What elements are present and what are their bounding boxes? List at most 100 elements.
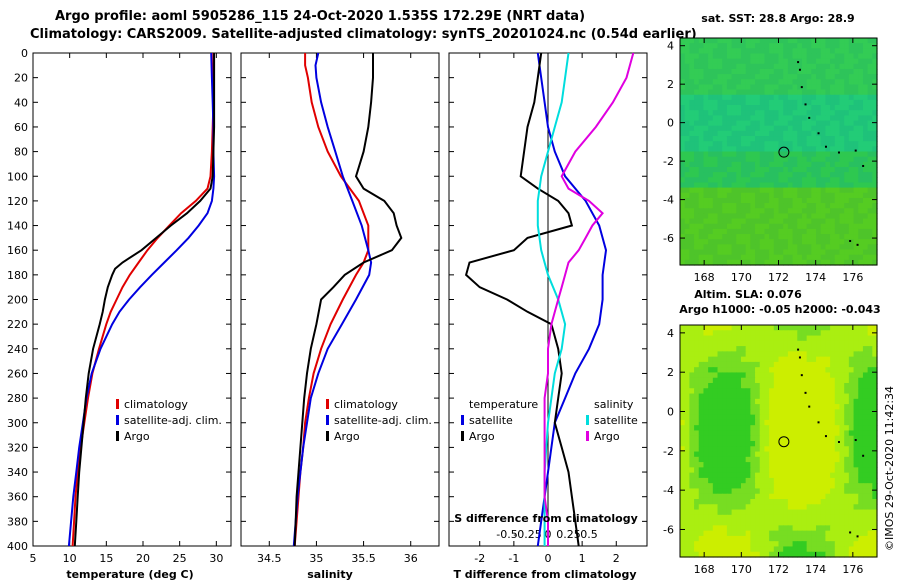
map-cell xyxy=(722,367,728,374)
map-cell xyxy=(797,53,803,60)
map-cell xyxy=(801,541,808,548)
map-cell xyxy=(858,94,864,101)
map-cell xyxy=(684,79,690,86)
map-cell xyxy=(773,125,780,132)
map-cell xyxy=(839,535,845,542)
map-cell xyxy=(834,136,841,142)
map-cell xyxy=(694,535,700,542)
map-cell xyxy=(703,239,709,245)
map-cell xyxy=(731,213,737,220)
map-cell xyxy=(858,228,864,235)
map-cell xyxy=(769,48,775,55)
map-cell xyxy=(759,146,766,153)
map-cell xyxy=(740,218,747,225)
map-cell xyxy=(708,414,714,421)
salinity-panel-frame xyxy=(240,52,440,547)
map-cell xyxy=(797,58,803,65)
map-cell xyxy=(816,161,822,168)
map-cell xyxy=(858,259,864,266)
map-cell xyxy=(698,172,705,178)
map-cell xyxy=(736,254,742,261)
map-cell xyxy=(834,346,841,352)
map-cell xyxy=(830,125,836,132)
map-cell xyxy=(783,48,789,55)
map-cell xyxy=(726,84,733,91)
map-cell xyxy=(816,74,822,80)
map-cell xyxy=(717,187,723,194)
map-cell xyxy=(769,110,775,116)
map-cell xyxy=(872,244,878,251)
island xyxy=(800,374,803,377)
map-cell xyxy=(816,356,822,363)
map-cell xyxy=(769,244,775,251)
map-cell xyxy=(816,115,822,122)
map-cell xyxy=(722,361,728,368)
map-cell xyxy=(698,367,705,374)
map-cell xyxy=(698,499,705,505)
map-cell xyxy=(792,493,798,500)
x-tick-label: 36 xyxy=(404,552,418,565)
map-cell xyxy=(867,172,873,178)
map-cell xyxy=(816,105,822,111)
map-cell xyxy=(801,115,808,122)
map-cell xyxy=(839,361,845,368)
map-cell xyxy=(722,58,728,65)
map-y-tick-label: -6 xyxy=(663,523,674,536)
map-cell xyxy=(801,388,808,395)
map-cell xyxy=(750,110,756,116)
map-cell xyxy=(797,223,803,230)
map-x-tick-label: 168 xyxy=(694,271,715,284)
map-cell xyxy=(853,249,859,256)
map-cell xyxy=(694,166,700,173)
map-cell xyxy=(750,546,756,553)
map-cell xyxy=(717,467,723,474)
difference-legend: temperature satellite Argo salinity sate… xyxy=(461,398,638,443)
map-cell xyxy=(684,156,690,163)
map-cell xyxy=(830,105,836,111)
map-cell xyxy=(750,218,756,225)
map-cell xyxy=(783,398,789,405)
map-cell xyxy=(694,187,700,194)
map-cell xyxy=(778,166,784,173)
map-cell xyxy=(778,234,784,240)
map-cell xyxy=(722,504,728,511)
map-cell xyxy=(726,115,733,122)
map-cell xyxy=(755,325,761,331)
map-cell xyxy=(764,166,770,173)
map-cell xyxy=(740,228,747,235)
map-cell xyxy=(801,53,808,60)
map-cell xyxy=(858,340,864,347)
map-cell xyxy=(806,38,812,44)
map-cell xyxy=(830,239,836,245)
map-cell xyxy=(726,551,733,558)
map-cell xyxy=(684,166,690,173)
map-cell xyxy=(816,435,822,442)
map-cell xyxy=(731,249,737,256)
map-cell xyxy=(764,136,770,142)
map-cell xyxy=(726,499,733,505)
map-x-tick-label: 174 xyxy=(805,563,826,576)
map-cell xyxy=(769,239,775,245)
map-cell xyxy=(769,161,775,168)
map-cell xyxy=(830,493,836,500)
map-cell xyxy=(689,259,695,266)
map-cell xyxy=(750,483,756,490)
map-cell xyxy=(731,105,737,111)
x-tick-label: 1 xyxy=(579,552,586,565)
map-cell xyxy=(848,467,855,474)
map-cell xyxy=(787,530,794,537)
map-cell xyxy=(844,325,850,331)
map-cell xyxy=(698,120,705,127)
map-cell xyxy=(787,335,794,342)
map-cell xyxy=(792,393,798,400)
map-cell xyxy=(759,488,766,495)
map-cell xyxy=(708,228,714,235)
map-cell xyxy=(717,99,723,106)
map-cell xyxy=(717,213,723,220)
map-cell xyxy=(717,435,723,442)
map-cell xyxy=(773,218,780,225)
map-cell xyxy=(703,105,709,111)
map-cell xyxy=(759,467,766,474)
map-cell xyxy=(853,110,859,116)
